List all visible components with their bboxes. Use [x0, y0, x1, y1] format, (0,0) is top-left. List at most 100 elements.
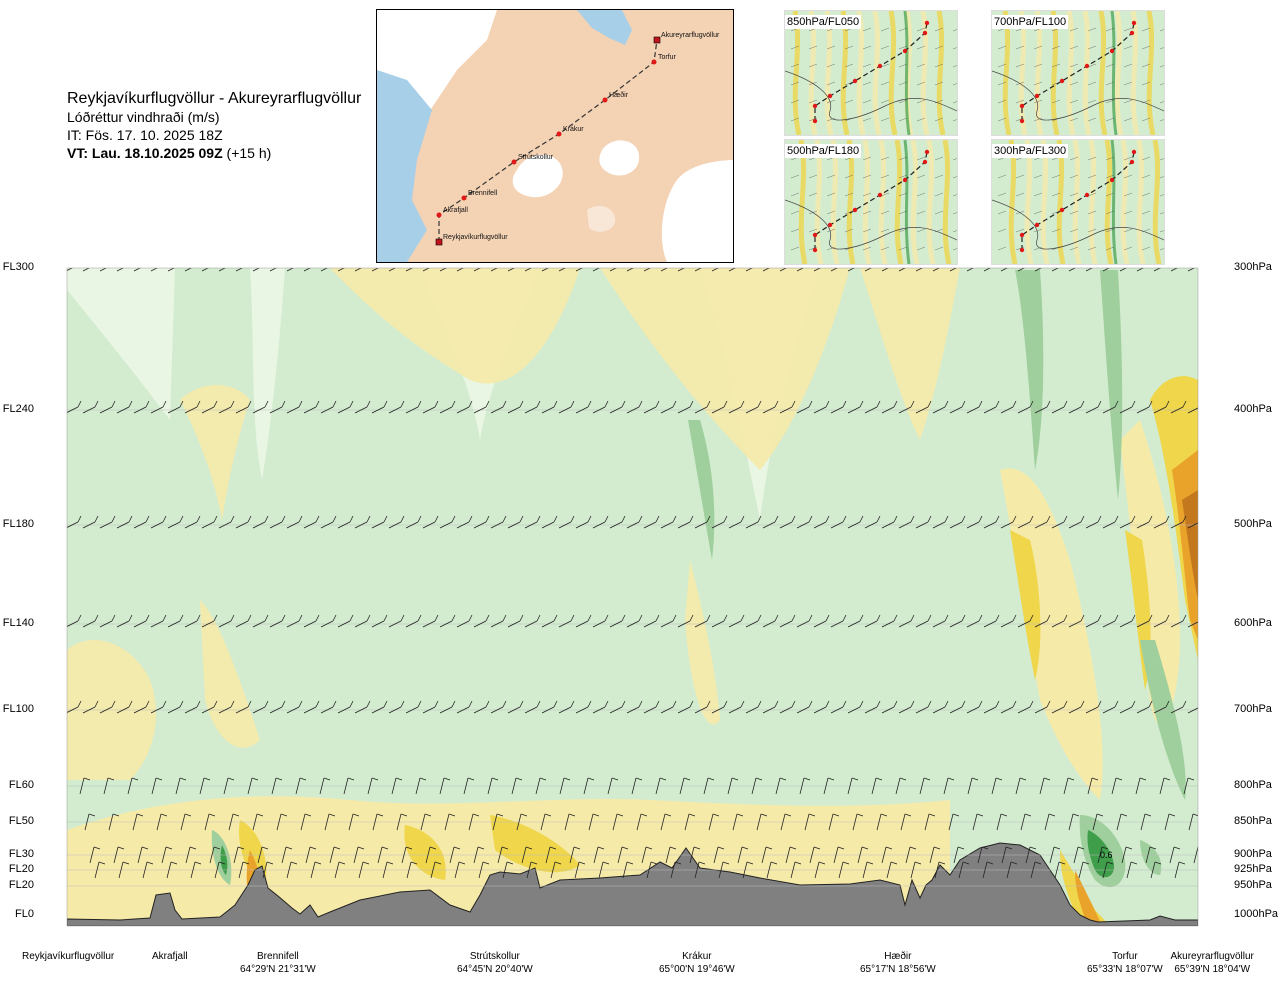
wind-barb	[303, 268, 311, 272]
wind-barb	[983, 614, 1000, 628]
wind-barb	[214, 861, 226, 879]
wind-barb	[541, 400, 558, 414]
wind-barb	[358, 861, 370, 879]
wind-barb	[116, 515, 133, 529]
wind-barb	[132, 813, 144, 831]
wind-barb	[1085, 515, 1102, 529]
level-map-700: 700hPa/FL100	[991, 10, 1165, 136]
hpa-tick-label: 850hPa	[1234, 815, 1272, 827]
wind-barb	[430, 861, 442, 879]
wind-barb	[934, 861, 946, 879]
wind-barb	[371, 400, 388, 414]
wind-barb	[813, 515, 830, 529]
wind-barb	[1187, 707, 1198, 714]
wind-barb	[779, 400, 796, 414]
wind-barb	[490, 268, 498, 272]
wind-barb	[694, 400, 711, 414]
wind-barb	[728, 700, 745, 714]
wind-barb	[948, 813, 960, 831]
wind-barb	[82, 515, 99, 529]
weak-downdraft-region	[685, 560, 720, 725]
wind-barb	[1073, 846, 1085, 864]
wind-barb	[269, 700, 286, 714]
route-points: Akureyrarflugvöllur Torfur Hæðir Krákur Strú…	[435, 32, 720, 246]
wind-barb	[1111, 777, 1123, 795]
wind-barb	[775, 777, 787, 795]
wind-barb	[201, 614, 218, 628]
wind-barb	[320, 400, 337, 414]
wind-barb	[966, 515, 983, 529]
wind-barb	[886, 861, 898, 879]
wind-barb	[958, 861, 970, 879]
route-line	[438, 39, 658, 242]
wind-barb	[813, 268, 821, 272]
location-name: Reykjavíkurflugvöllur	[22, 951, 115, 962]
wind-barb	[983, 268, 991, 272]
wind-barb	[643, 400, 660, 414]
wind-barb	[184, 400, 201, 414]
level-map-300: 300hPa/FL300	[991, 139, 1165, 265]
wind-barb	[150, 700, 167, 714]
wind-barb	[1193, 846, 1198, 864]
wind-barb	[852, 813, 864, 831]
wind-barb	[454, 861, 466, 879]
hpa-tick-label: 900hPa	[1234, 848, 1272, 860]
wind-barb	[785, 846, 797, 864]
wind-barb	[320, 614, 337, 628]
wind-barb	[320, 700, 337, 714]
wind-barb	[790, 861, 802, 879]
wind-barb	[1051, 515, 1068, 529]
wind-barb	[1039, 777, 1051, 795]
fl-tick-label: FL0	[15, 908, 34, 920]
wind-barb	[337, 268, 345, 272]
wind-barb	[779, 700, 796, 714]
wind-barb	[521, 846, 533, 864]
wind-barb	[82, 400, 99, 414]
wind-barb	[388, 614, 405, 628]
wind-barb	[89, 846, 101, 864]
wind-barb	[354, 268, 362, 272]
wind-barb	[864, 614, 881, 628]
wind-barb	[694, 700, 711, 714]
wind-barb	[388, 700, 405, 714]
wind-barb	[1126, 861, 1138, 879]
wind-barb	[396, 813, 408, 831]
wind-barb	[150, 268, 158, 272]
ocean	[377, 70, 432, 262]
wind-barb	[1006, 861, 1018, 879]
wind-barb	[550, 861, 562, 879]
wind-barb	[1085, 268, 1093, 272]
wind-barb	[905, 846, 917, 864]
wind-barb	[864, 700, 881, 714]
wind-barb	[439, 515, 456, 529]
wind-barb	[830, 268, 838, 272]
wind-barb	[575, 700, 592, 714]
wind-barb	[949, 515, 966, 529]
wind-barb	[391, 777, 403, 795]
wind-barb	[864, 268, 872, 272]
wind-barb	[814, 861, 826, 879]
wind-barb	[838, 861, 850, 879]
hpa-tick-label: 1000hPa	[1234, 908, 1279, 920]
wind-barb	[473, 515, 490, 529]
wind-barb	[1017, 614, 1034, 628]
wind-barb	[609, 515, 626, 529]
wind-barb	[1030, 861, 1042, 879]
wind-barb	[490, 700, 507, 714]
wind-barb	[1102, 515, 1119, 529]
wind-barb	[728, 268, 736, 272]
wind-barb	[813, 614, 830, 628]
hpa-tick-label: 800hPa	[1234, 779, 1272, 791]
location-label: Akrafjall	[152, 950, 188, 963]
location-label: Brennifell 64°29'N 21°31'W	[240, 950, 316, 976]
wind-barb	[473, 268, 481, 272]
wind-barb	[847, 777, 859, 795]
wind-barb	[660, 813, 672, 831]
wind-barb	[1119, 400, 1136, 414]
wind-barb	[233, 846, 245, 864]
wind-barb	[779, 614, 796, 628]
wind-barb	[1136, 268, 1144, 272]
glacier-vatnajokull	[661, 160, 733, 262]
wind-barb	[694, 861, 706, 879]
